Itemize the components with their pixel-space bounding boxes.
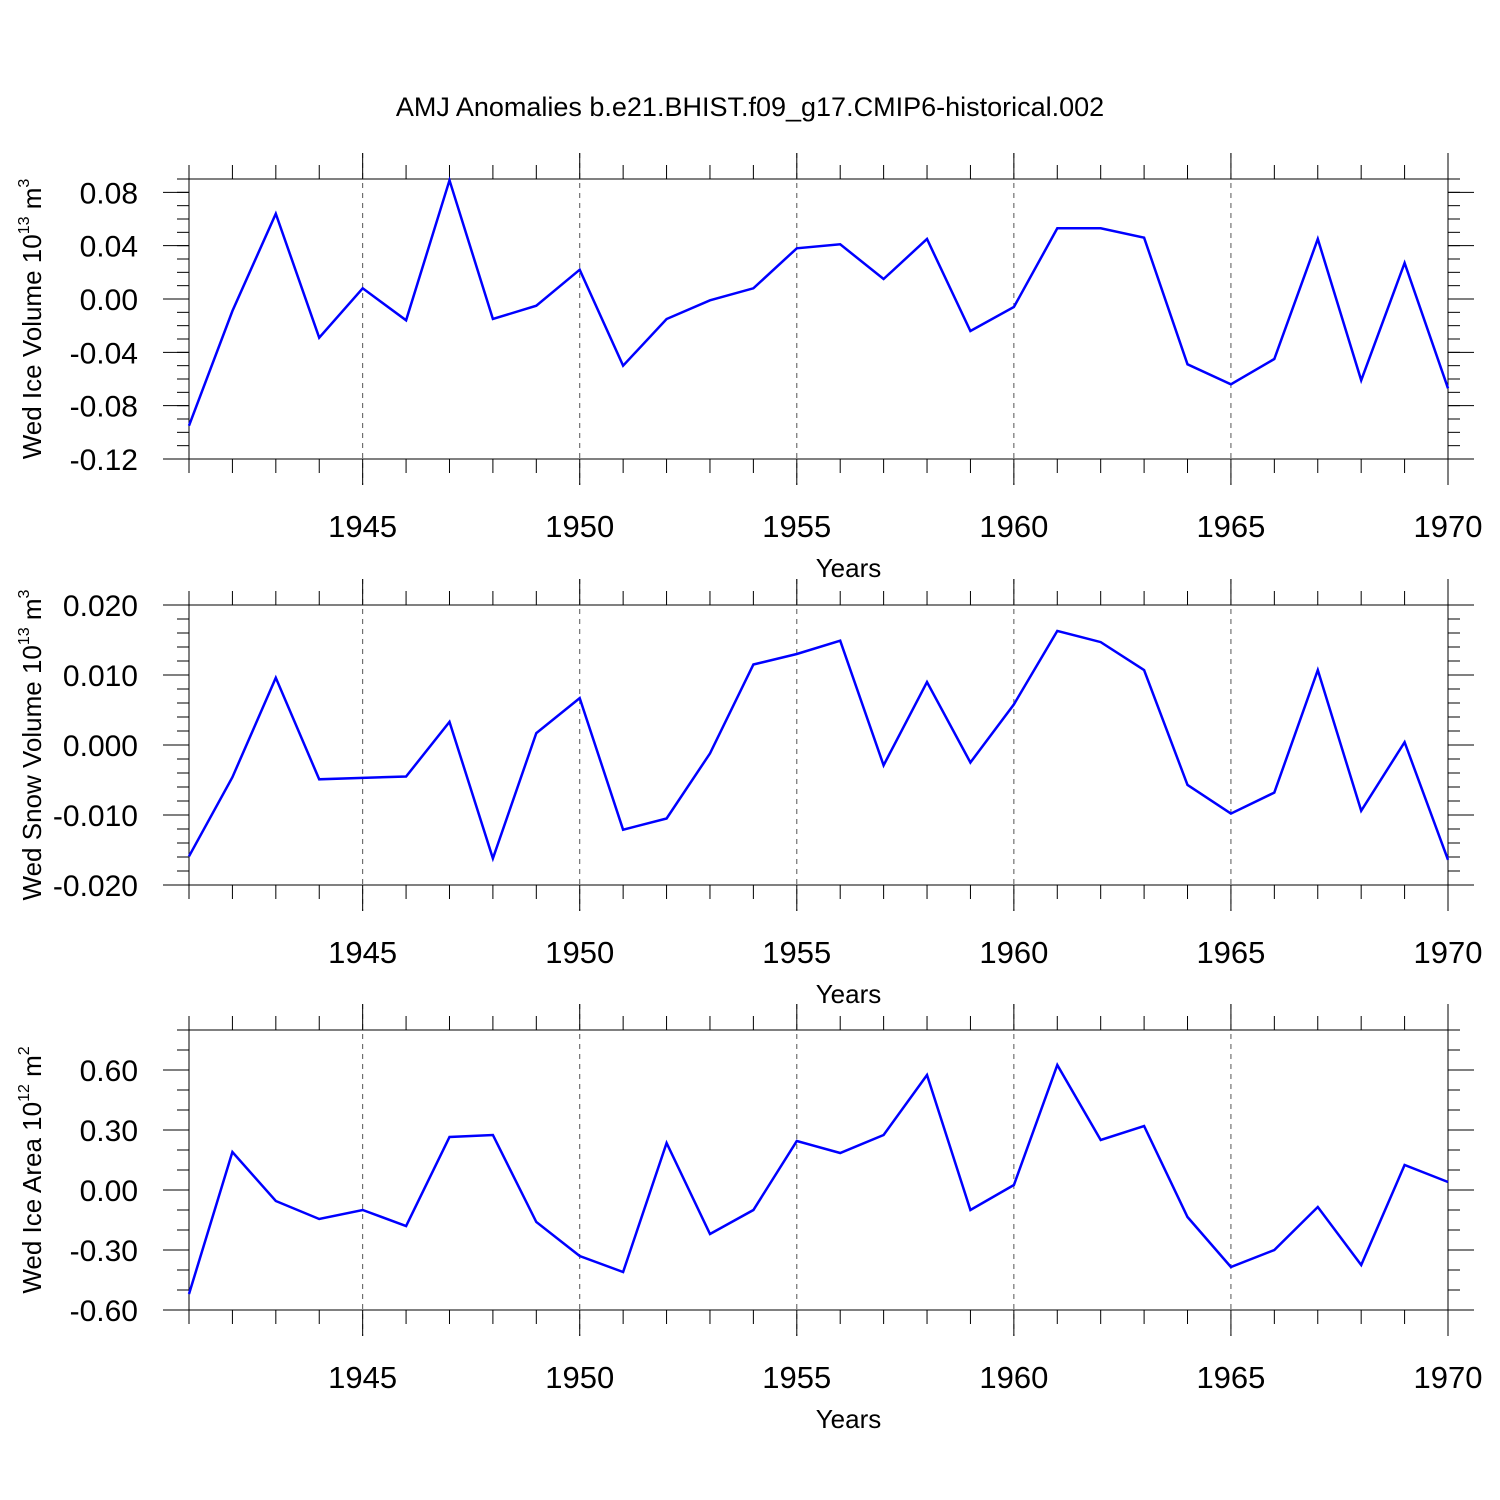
series-line — [187, 629, 1450, 863]
x-tick-label: 1950 — [545, 1360, 614, 1395]
y-tick-label: 0.04 — [80, 231, 138, 264]
x-axis-label: Years — [816, 979, 882, 1009]
x-tick-label: 1965 — [1196, 935, 1265, 970]
y-axis-label: Wed Ice Volume 1013 m3 — [16, 179, 47, 460]
x-tick-label: 1955 — [762, 1360, 831, 1395]
y-tick-label: -0.60 — [70, 1295, 138, 1328]
y-tick-label: 0.30 — [80, 1115, 138, 1148]
panels: 1945 1950 1955 1960 1965 1970 -0.12 -0.08 -0.04 0… — [16, 153, 1482, 1434]
x-tick-label: 1960 — [979, 509, 1048, 544]
y-tick-label: -0.30 — [70, 1235, 138, 1268]
y-axis-label-text: Wed Ice Volume 10 — [17, 234, 47, 459]
x-tick-label: 1970 — [1414, 935, 1483, 970]
panel-3: 1945 1950 1955 1960 1965 1970 -0.60 -0.30 0.00 0.… — [16, 1004, 1482, 1434]
x-tick-label: 1970 — [1414, 509, 1483, 544]
plot-frame — [188, 1029, 1449, 1311]
x-axis-label: Years — [816, 1404, 882, 1434]
x-tick-label: 1945 — [328, 1360, 397, 1395]
y-axis-label: Wed Ice Area 1012 m2 — [16, 1046, 47, 1293]
y-tick-label: 0.60 — [80, 1055, 138, 1088]
y-tick-label: -0.08 — [70, 391, 138, 424]
y-axis-label-exp: 13 — [16, 216, 33, 234]
x-tick-label: 1965 — [1196, 1360, 1265, 1395]
x-tick-label: 1960 — [979, 935, 1048, 970]
x-tick-label: 1955 — [762, 509, 831, 544]
x-tick-label: 1950 — [545, 935, 614, 970]
x-tick-label: 1960 — [979, 1360, 1048, 1395]
panel-2: 1945 1950 1955 1960 1965 1970 -0.020 -0.010 0.00… — [16, 579, 1482, 1009]
y-axis-label-unit: m — [17, 1055, 47, 1084]
panel-1: 1945 1950 1955 1960 1965 1970 -0.12 -0.08 -0.04 0… — [16, 153, 1482, 583]
y-tick-label: 0.020 — [63, 590, 138, 623]
figure-title: AMJ Anomalies b.e21.BHIST.f09_g17.CMIP6-… — [396, 92, 1104, 122]
x-tick-label: 1945 — [328, 509, 397, 544]
y-axis-label-exp: 12 — [16, 1084, 33, 1102]
plot-frame — [188, 178, 1449, 460]
y-axis-label-unit-exp: 2 — [16, 1046, 33, 1055]
y-tick-label: 0.000 — [63, 730, 138, 763]
y-axis-label-unit: m — [17, 188, 47, 217]
y-tick-label: -0.020 — [53, 870, 138, 903]
y-axis-label-unit-exp: 3 — [16, 179, 33, 188]
x-tick-label: 1970 — [1414, 1360, 1483, 1395]
y-tick-label: 0.010 — [63, 660, 138, 693]
y-axis-label-text: Wed Snow Volume 10 — [17, 645, 47, 900]
y-tick-label: -0.010 — [53, 800, 138, 833]
y-tick-label: 0.08 — [80, 177, 138, 210]
y-tick-label: 0.00 — [80, 284, 138, 317]
x-tick-label: 1950 — [545, 509, 614, 544]
series-line — [187, 176, 1450, 427]
x-tick-label: 1945 — [328, 935, 397, 970]
y-axis-label: Wed Snow Volume 1013 m3 — [16, 589, 47, 900]
y-axis-label-exp: 13 — [16, 627, 33, 645]
y-axis-label-text: Wed Ice Area 10 — [17, 1102, 47, 1294]
x-tick-label: 1965 — [1196, 509, 1265, 544]
y-tick-label: -0.12 — [70, 444, 138, 477]
y-axis-label-unit: m — [17, 598, 47, 627]
y-tick-label: 0.00 — [80, 1175, 138, 1208]
y-axis-label-unit-exp: 3 — [16, 589, 33, 598]
x-tick-label: 1955 — [762, 935, 831, 970]
x-axis-label: Years — [816, 553, 882, 583]
series-line — [187, 1062, 1449, 1295]
y-tick-label: -0.04 — [70, 337, 138, 370]
